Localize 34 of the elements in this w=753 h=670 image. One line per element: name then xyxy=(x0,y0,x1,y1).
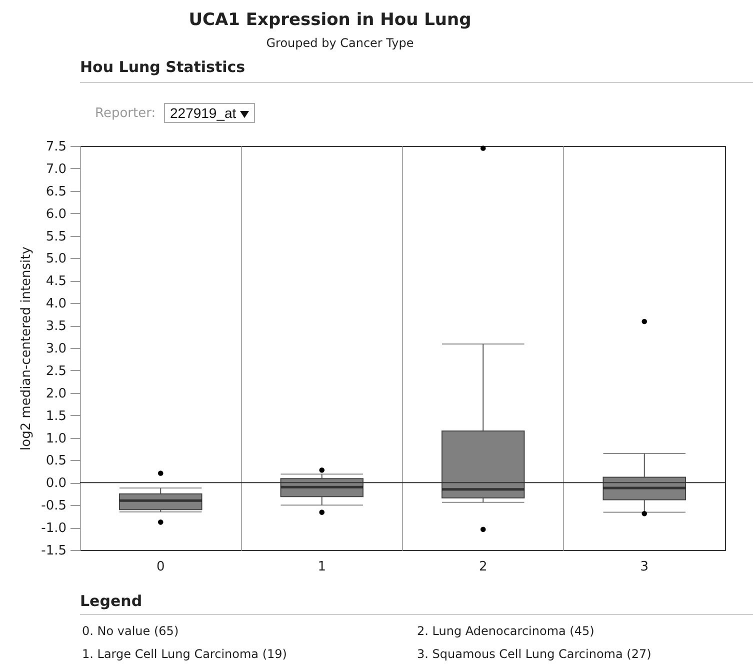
x-tick-label: 1 xyxy=(318,560,326,574)
text: Reporter: xyxy=(95,106,156,121)
x-tick-label: 3 xyxy=(640,560,649,574)
y-tick-label: 4.5 xyxy=(46,274,66,290)
y-tick-label: 4.0 xyxy=(46,296,66,312)
y-tick-label: 1.0 xyxy=(46,431,66,446)
text: Hou Lung Statistics xyxy=(80,58,246,76)
y-tick-label: 2.0 xyxy=(46,386,66,402)
y-tick-label: 6.5 xyxy=(46,184,66,200)
y-tick-label: -1.5 xyxy=(41,544,66,558)
y-tick-label: 7.5 xyxy=(46,140,66,154)
y-tick-label: 5.0 xyxy=(46,252,66,267)
text: 2. Lung Adenocarcinoma (45) xyxy=(417,624,594,638)
chart-subtitle: Grouped by Cancer Type xyxy=(265,36,415,50)
y-tick-label: 1.5 xyxy=(46,408,66,424)
y-tick-label: 0.0 xyxy=(46,476,66,492)
y-tick-label: -1.0 xyxy=(41,521,66,536)
text: 1. Large Cell Lung Carcinoma (19) xyxy=(82,647,287,661)
x-tick-label: 0 xyxy=(156,560,165,574)
y-axis-title: log2 median-centered intensity xyxy=(19,246,34,450)
chart-title: UCA1 Expression in Hou Lung xyxy=(188,10,472,30)
dropdown-field: 227919_at xyxy=(164,103,256,123)
y-tick-label: 5.5 xyxy=(46,229,66,244)
y-tick-label: -0.5 xyxy=(41,498,66,514)
text: 0. No value (65) xyxy=(82,624,179,638)
y-tick-label: 6.0 xyxy=(46,206,66,222)
y-tick-label: 3.5 xyxy=(46,319,66,334)
x-tick-label: 2 xyxy=(478,560,488,574)
y-tick-label: 0.5 xyxy=(46,454,66,469)
text: 3. Squamous Cell Lung Carcinoma (27) xyxy=(417,647,652,661)
y-tick-label: 3.0 xyxy=(46,342,66,356)
text: Legend xyxy=(80,592,142,610)
y-tick-label: 2.5 xyxy=(46,364,66,379)
y-tick-label: 7.0 xyxy=(46,162,66,177)
